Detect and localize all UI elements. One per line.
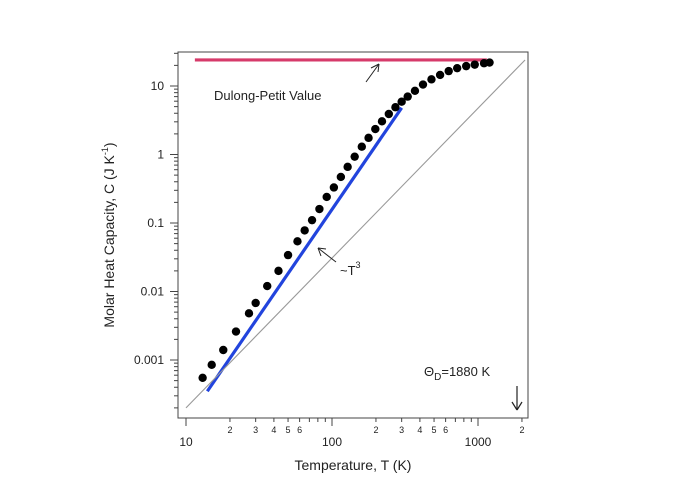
series-line [206, 106, 403, 393]
dulong-petit-arrow [365, 63, 380, 83]
x-minor-tick-label: 2 [519, 425, 524, 435]
data-point [377, 117, 387, 126]
data-point [274, 266, 283, 276]
data-point [263, 281, 272, 291]
data-point [435, 70, 445, 80]
data-point [403, 92, 412, 101]
x-minor-tick-label: 4 [271, 425, 276, 435]
y-axis-title-sup: -1 [100, 147, 110, 155]
data-point [198, 373, 207, 382]
y-tick-label: 0.1 [147, 216, 164, 230]
data-point [307, 215, 317, 225]
data-point [357, 142, 367, 151]
t-cubed-exponent: 3 [356, 260, 361, 270]
data-point [397, 97, 406, 106]
debye-temperature-label: ΘD=1880 K [424, 364, 490, 383]
y-tick-label: 10 [151, 79, 165, 93]
x-minor-tick-label: 6 [297, 425, 302, 435]
data-point [219, 345, 228, 355]
data-point [315, 204, 324, 214]
data-point [371, 124, 380, 134]
data-point [391, 103, 400, 112]
data-point [364, 133, 373, 143]
x-tick-label: 100 [322, 435, 342, 449]
x-minor-tick-label: 3 [253, 425, 258, 435]
series-line [185, 59, 526, 409]
data-point [444, 66, 453, 76]
x-minor-tick-label: 4 [417, 425, 422, 435]
data-point [251, 298, 260, 308]
theta-value: =1880 K [441, 364, 490, 379]
data-point [384, 109, 394, 119]
plot-frame [177, 51, 529, 419]
x-minor-tick-label: 6 [443, 425, 448, 435]
annotations: Dulong-Petit Value ~T3 ΘD=1880 K [214, 63, 523, 411]
dulong-petit-arrowhead [370, 63, 380, 73]
x-minor-tick-label: 5 [432, 425, 437, 435]
debye-arrowhead [511, 401, 523, 411]
y-axis-title-close: ) [101, 142, 117, 147]
data-point [410, 86, 420, 96]
series-lines [185, 58, 526, 409]
x-minor-tick-label: 2 [227, 425, 232, 435]
x-axis-title: Temperature, T (K) [295, 457, 412, 473]
x-minor-tick-label: 5 [286, 425, 291, 435]
y-tick-label: 0.001 [134, 353, 164, 367]
x-tick-label: 1000 [465, 435, 492, 449]
data-point [322, 192, 331, 202]
t-cubed-label: ~T3 [340, 260, 361, 278]
data-point [231, 327, 241, 336]
theta-symbol: Θ [424, 364, 434, 379]
data-points [198, 58, 494, 382]
dulong-petit-label: Dulong-Petit Value [214, 88, 321, 103]
data-point [418, 80, 428, 89]
data-point [470, 60, 479, 69]
data-point [452, 63, 462, 73]
y-tick-label: 0.01 [141, 285, 165, 299]
data-point [244, 309, 254, 318]
data-point [427, 75, 436, 84]
data-point [293, 237, 302, 246]
t-cubed-base: ~T [340, 263, 356, 278]
t-cubed-arrowhead [317, 247, 327, 257]
x-minor-tick-label: 3 [399, 425, 404, 435]
data-point [461, 61, 471, 71]
data-point [350, 152, 359, 161]
y-axis-title-main: Molar Heat Capacity, C (J K [101, 154, 117, 327]
data-point [336, 172, 346, 182]
y-axis-title: Molar Heat Capacity, C (J K-1) [100, 142, 117, 327]
y-tick-label: 1 [157, 148, 164, 162]
data-point [329, 183, 339, 192]
theta-subscript: D [434, 372, 441, 383]
data-point [343, 162, 352, 172]
t-cubed-arrow [317, 247, 337, 263]
data-point [485, 58, 494, 67]
data-point [300, 226, 309, 235]
x-minor-tick-label: 2 [373, 425, 378, 435]
data-point [207, 360, 216, 370]
x-tick-label: 10 [179, 435, 193, 449]
data-point [283, 250, 293, 260]
